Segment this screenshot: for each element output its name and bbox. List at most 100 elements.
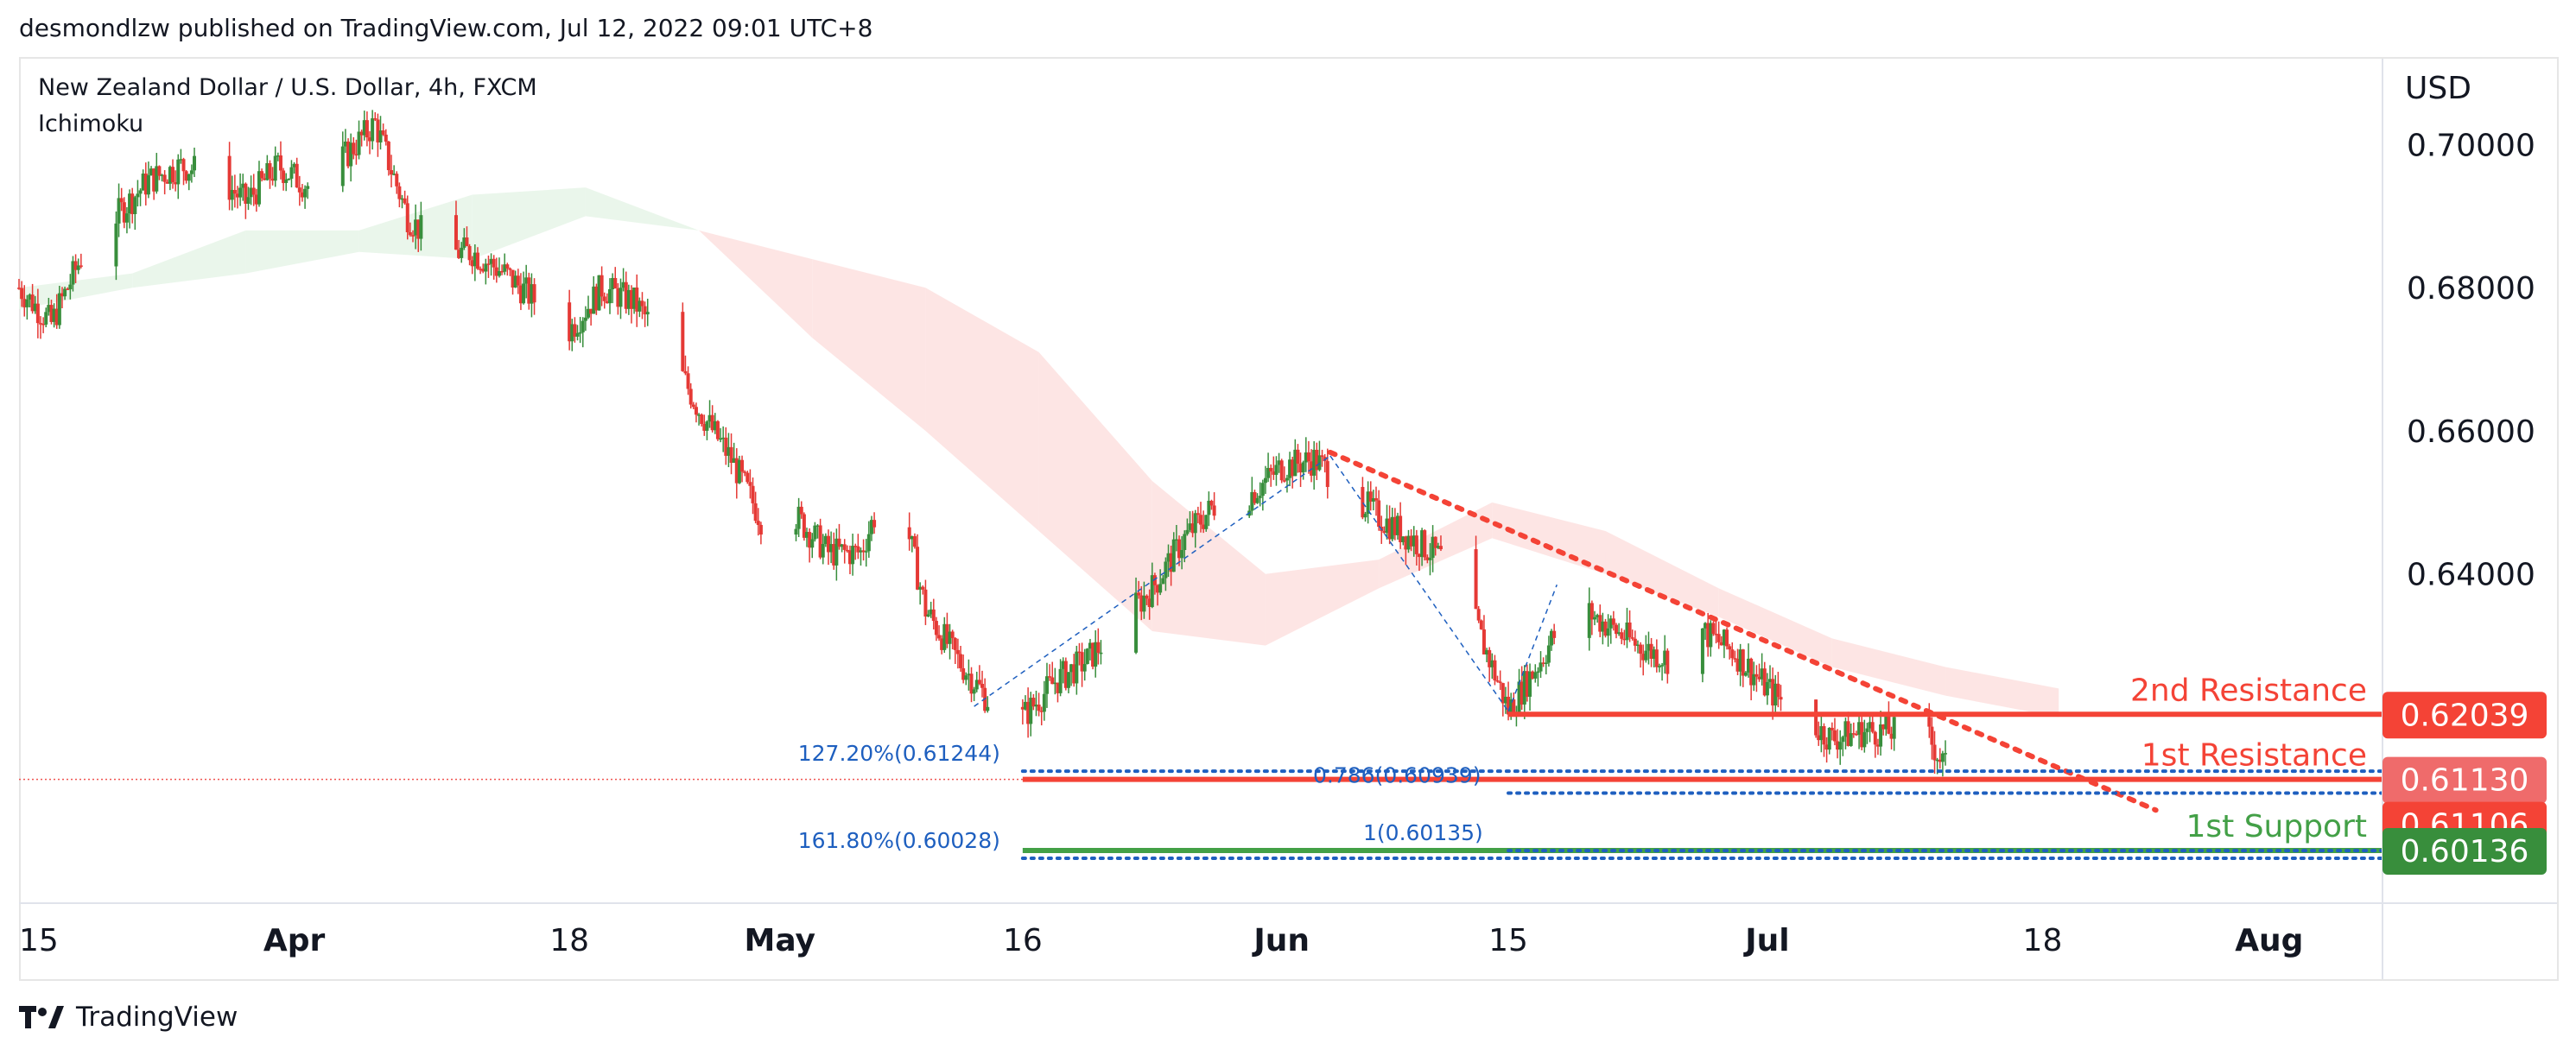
candle [1298,452,1303,487]
candle-body [349,142,353,167]
candle-body [400,198,404,200]
candle [713,413,717,434]
cloud-segment [699,230,813,338]
x-tick-label: May [745,923,815,958]
candle-body [157,166,162,176]
candle-body [847,550,852,565]
footer-brand[interactable]: TradingView [19,1002,238,1033]
candle [1414,529,1418,566]
candle [467,243,472,266]
candle [1291,456,1295,489]
candle [794,523,798,541]
candle [837,523,841,550]
candle-body [1620,632,1624,639]
candle [726,433,731,468]
candle-body [1846,721,1850,746]
candle-body [28,294,32,300]
candle-body [794,528,798,535]
candle-body [1832,730,1837,742]
candle [1522,665,1526,719]
candle-body [1930,726,1934,745]
candle-body [702,424,707,431]
candle [823,533,828,547]
candle [1593,610,1596,626]
candle [465,226,469,247]
candle-body [479,269,483,270]
candle [257,161,261,207]
candle [1390,508,1394,541]
candle [1892,711,1896,751]
candle-body [1754,673,1759,677]
candle-body [643,306,647,315]
candle-body [1037,705,1041,711]
candle [1023,695,1027,711]
candle [697,413,701,426]
candle [1822,723,1826,757]
candle-body [73,261,78,270]
candle-body [1614,624,1618,635]
candle-body [1531,671,1535,679]
candle [934,617,938,642]
price-tag-label: 0.60136 [2401,834,2529,869]
candle [1749,657,1754,701]
candle-body [808,532,812,548]
candle-body [1204,515,1209,529]
candle-body [1260,483,1265,496]
candle-body [395,174,399,187]
level-lines: 2nd Resistance 1st Resistance 1st Support [1022,673,2382,853]
candle-body [1094,642,1098,667]
candle [832,532,836,570]
candle [1304,437,1308,472]
candle [273,146,277,187]
candle-body [1625,622,1629,641]
candle [1611,610,1615,631]
candle-body [1417,553,1421,558]
candle [284,173,289,192]
candle-body [964,675,968,680]
candle-body [1382,531,1386,534]
candle-body [872,520,877,528]
candle [1735,648,1740,675]
candle-body [1404,536,1408,550]
candle-body [1501,683,1505,704]
candle-body [343,141,347,147]
candle [964,672,968,686]
candle [626,284,631,315]
candle [1485,648,1489,662]
candle [1843,718,1848,749]
candle-body [1075,651,1079,684]
candle [1627,610,1632,642]
candle [1940,750,1945,777]
candle [972,686,976,701]
candle-body [869,520,873,534]
candle-body [481,269,485,272]
candle-body [1711,623,1716,635]
candle-body [114,223,118,267]
candle [1325,448,1329,499]
candle [1476,605,1481,623]
candle [1666,648,1670,684]
candle-body [1663,650,1667,666]
candle-body [160,174,164,176]
candle-body [1747,658,1751,673]
candle [1034,690,1038,717]
candle [1312,441,1317,490]
candle-body [162,174,167,182]
candle-body [753,503,758,522]
candle [268,160,272,189]
candle-body [621,281,625,288]
candle [1490,653,1494,680]
candle [49,300,54,325]
candle-body [66,288,70,290]
candle [751,477,755,515]
candle [594,283,599,315]
candle [1550,629,1554,651]
indicator-title[interactable]: Ichimoku [38,111,144,137]
candle-body [1031,698,1036,707]
candle [1533,664,1538,683]
candle [1263,465,1267,495]
candle-body [931,609,936,622]
candle [1663,635,1667,674]
candle-body [1279,460,1284,481]
